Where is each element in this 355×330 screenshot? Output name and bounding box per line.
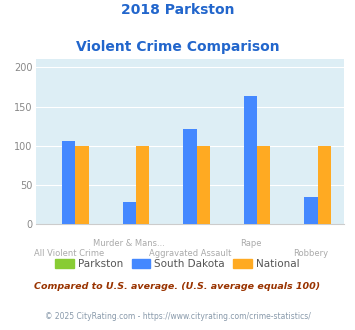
Bar: [123, 202, 136, 224]
Text: © 2025 CityRating.com - https://www.cityrating.com/crime-statistics/: © 2025 CityRating.com - https://www.city…: [45, 312, 310, 321]
Text: Aggravated Assault: Aggravated Assault: [149, 249, 231, 258]
Text: 2018 Parkston: 2018 Parkston: [121, 3, 234, 17]
Text: Compared to U.S. average. (U.S. average equals 100): Compared to U.S. average. (U.S. average …: [34, 282, 321, 291]
Bar: [197, 146, 210, 224]
Text: Robbery: Robbery: [294, 249, 329, 258]
Bar: [304, 197, 318, 224]
Text: Murder & Mans...: Murder & Mans...: [93, 239, 165, 248]
Legend: Parkston, South Dakota, National: Parkston, South Dakota, National: [51, 254, 304, 273]
Bar: [76, 146, 89, 224]
Text: All Violent Crime: All Violent Crime: [34, 249, 104, 258]
Bar: [318, 146, 331, 224]
Text: Violent Crime Comparison: Violent Crime Comparison: [76, 40, 279, 53]
Text: Rape: Rape: [240, 239, 261, 248]
Bar: [257, 146, 271, 224]
Bar: [62, 141, 76, 224]
Bar: [244, 96, 257, 224]
Bar: [183, 129, 197, 224]
Bar: [136, 146, 149, 224]
